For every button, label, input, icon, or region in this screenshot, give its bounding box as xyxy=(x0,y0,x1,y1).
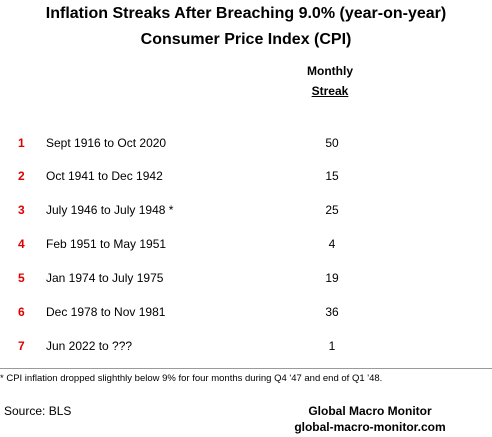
row-period: Feb 1951 to May 1951 xyxy=(46,237,167,251)
column-header-monthly: Monthly xyxy=(307,64,353,78)
row-number: 5 xyxy=(18,271,25,285)
row-period: Sept 1916 to Oct 2020 xyxy=(46,136,167,150)
row-number: 6 xyxy=(18,305,25,319)
row-streak: 1 xyxy=(328,339,336,353)
footnote: * CPI inflation dropped slighthly below … xyxy=(0,373,383,384)
table-subtitle: Consumer Price Index (CPI) xyxy=(140,31,352,48)
column-header-streak: Streak xyxy=(311,84,349,98)
row-period: Jan 1974 to July 1975 xyxy=(46,271,164,285)
row-period: Jun 2022 to ??? xyxy=(46,339,133,353)
row-streak: 15 xyxy=(325,169,339,183)
row-streak: 19 xyxy=(325,271,339,285)
row-period: Oct 1941 to Dec 1942 xyxy=(46,169,163,183)
footnote-divider xyxy=(0,368,492,369)
table-row: 4 Feb 1951 to May 1951 4 xyxy=(0,236,492,252)
row-streak: 50 xyxy=(325,136,339,150)
row-number: 2 xyxy=(18,169,25,183)
row-number: 4 xyxy=(18,237,25,251)
table-title: Inflation Streaks After Breaching 9.0% (… xyxy=(45,5,447,22)
row-period: July 1946 to July 1948 * xyxy=(46,203,174,217)
table-row: 5 Jan 1974 to July 1975 19 xyxy=(0,270,492,286)
table-row: 2 Oct 1941 to Dec 1942 15 xyxy=(0,168,492,184)
row-streak: 4 xyxy=(328,237,336,251)
row-number: 7 xyxy=(18,339,25,353)
row-number: 1 xyxy=(18,136,25,150)
table-row: 6 Dec 1978 to Nov 1981 36 xyxy=(0,304,492,320)
row-streak: 36 xyxy=(325,305,339,319)
row-streak: 25 xyxy=(325,203,339,217)
table-row: 3 July 1946 to July 1948 * 25 xyxy=(0,202,492,218)
row-period: Dec 1978 to Nov 1981 xyxy=(46,305,166,319)
table-row: 1 Sept 1916 to Oct 2020 50 xyxy=(0,135,492,151)
brand-name: Global Macro Monitor xyxy=(308,404,432,418)
source-label: Source: BLS xyxy=(4,404,72,418)
table-row: 7 Jun 2022 to ??? 1 xyxy=(0,338,492,354)
row-number: 3 xyxy=(18,203,25,217)
brand-url: global-macro-monitor.com xyxy=(294,420,446,434)
